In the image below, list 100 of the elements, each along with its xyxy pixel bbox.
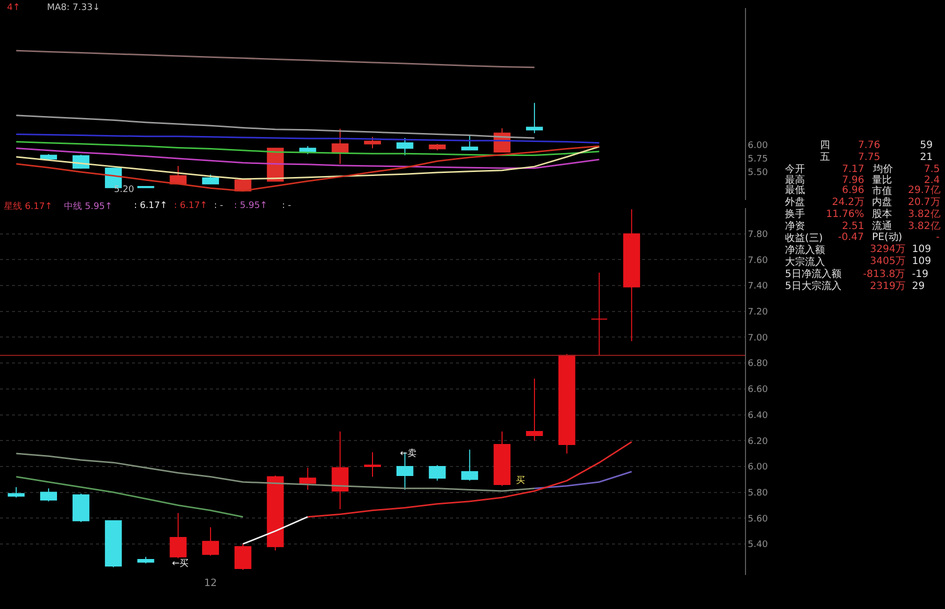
text: 换手 [785, 208, 805, 220]
text: 2.51 [842, 221, 864, 232]
y-tick-label: 5.50 [748, 168, 768, 178]
y-tick-label: 6.80 [748, 359, 768, 370]
candlestick [461, 449, 478, 482]
candlestick [8, 486, 25, 498]
candlestick [202, 174, 219, 185]
text: - [936, 232, 940, 243]
candlestick [332, 431, 349, 510]
text: 109 [912, 244, 932, 255]
text: 29 [912, 281, 925, 292]
text: 3.82亿 [908, 221, 940, 232]
text: 股本 [872, 208, 892, 220]
line-series [306, 441, 632, 518]
text: 7.17 [842, 164, 864, 175]
text: 20.7万 [908, 197, 940, 208]
candlestick [40, 488, 58, 502]
annotation: MA8: 7.33↓ [47, 3, 100, 13]
text: 3.82亿 [908, 209, 940, 220]
text: 3405万 [870, 256, 906, 267]
text: 四 [820, 140, 830, 151]
text: -813.8万 [863, 269, 906, 280]
annotation: : - [214, 201, 224, 211]
text: 流通 [872, 220, 892, 232]
text: -19 [912, 269, 928, 280]
text: 今开 [785, 163, 805, 175]
y-tick-label: 6.00 [748, 141, 768, 152]
annotation: 星线 6.17↑ [4, 201, 52, 212]
candlestick [364, 452, 381, 478]
candlestick [234, 543, 252, 570]
text: 均价 [872, 163, 893, 175]
y-tick-label: 7.80 [748, 230, 768, 240]
text: 净流入额 [785, 244, 825, 256]
annotation: : 6.17↑ [134, 201, 168, 211]
text: 最高 [785, 174, 805, 186]
y-tick-label: 5.75 [748, 154, 768, 165]
text: 7.96 [842, 175, 864, 186]
annotation: ←卖 [400, 448, 417, 459]
annotation: : 5.95↑ [234, 201, 268, 211]
text: 五 [820, 152, 830, 163]
candlestick [461, 135, 478, 151]
line-series [15, 476, 244, 518]
candlestick [590, 272, 608, 356]
text: 2319万 [870, 281, 906, 292]
text: 5日大宗流入 [785, 280, 842, 292]
text: -0.47 [838, 232, 864, 243]
y-tick-label: 5.40 [748, 540, 768, 550]
text: 2.4 [924, 175, 940, 186]
text: 29.7亿 [908, 185, 940, 196]
text: 3294万 [870, 244, 906, 255]
candlestick [526, 102, 543, 134]
candlestick [623, 208, 640, 342]
text: 收益(三) [785, 232, 823, 244]
candlestick [299, 467, 316, 490]
candlestick [202, 526, 219, 556]
y-tick-label: 6.20 [748, 436, 768, 447]
line-series [15, 146, 600, 180]
text: 市值 [872, 185, 892, 197]
y-tick-label: 6.40 [748, 410, 768, 421]
candlestick [428, 143, 446, 151]
x-tick-label: 12 [204, 578, 217, 589]
candlestick [428, 464, 446, 482]
line-series [15, 147, 600, 169]
candlestick [396, 137, 414, 156]
y-tick-label: 6.60 [748, 385, 768, 396]
text: 11.76% [826, 209, 864, 220]
annotation: 5.20 [114, 185, 134, 195]
candlestick [494, 431, 510, 486]
text: 大宗流入 [785, 256, 825, 268]
candlestick [170, 512, 187, 559]
line-series [534, 470, 632, 490]
line-series [15, 133, 600, 144]
y-tick-label: 7.00 [748, 333, 768, 344]
candlestick [72, 493, 90, 523]
text: 109 [912, 256, 932, 267]
text: 24.2万 [832, 197, 864, 208]
annotation: 买 [516, 475, 525, 486]
text: 量比 [872, 174, 892, 186]
annotation: 4↑ [7, 3, 20, 13]
line-series [15, 145, 600, 192]
candlestick [266, 475, 284, 551]
line-series [15, 114, 536, 139]
y-tick-label: 5.60 [748, 514, 768, 524]
text: 5日净流入额 [785, 268, 842, 280]
text: 59 [920, 140, 933, 151]
annotation: : - [282, 201, 292, 211]
text: 内盘 [872, 196, 892, 208]
y-tick-label: 6.00 [748, 462, 768, 473]
text: PE(动) [872, 232, 902, 243]
candlestick [526, 378, 543, 442]
line-series [15, 50, 536, 68]
annotation: ←买 [172, 558, 189, 569]
text: 7.76 [858, 140, 880, 151]
text: 最低 [785, 185, 805, 196]
annotation: 中线 5.95↑ [64, 201, 112, 212]
y-tick-label: 7.60 [748, 256, 768, 266]
candlestick [104, 520, 122, 568]
candlestick [40, 154, 58, 160]
y-tick-label: 5.80 [748, 488, 768, 498]
line-series [15, 141, 600, 156]
